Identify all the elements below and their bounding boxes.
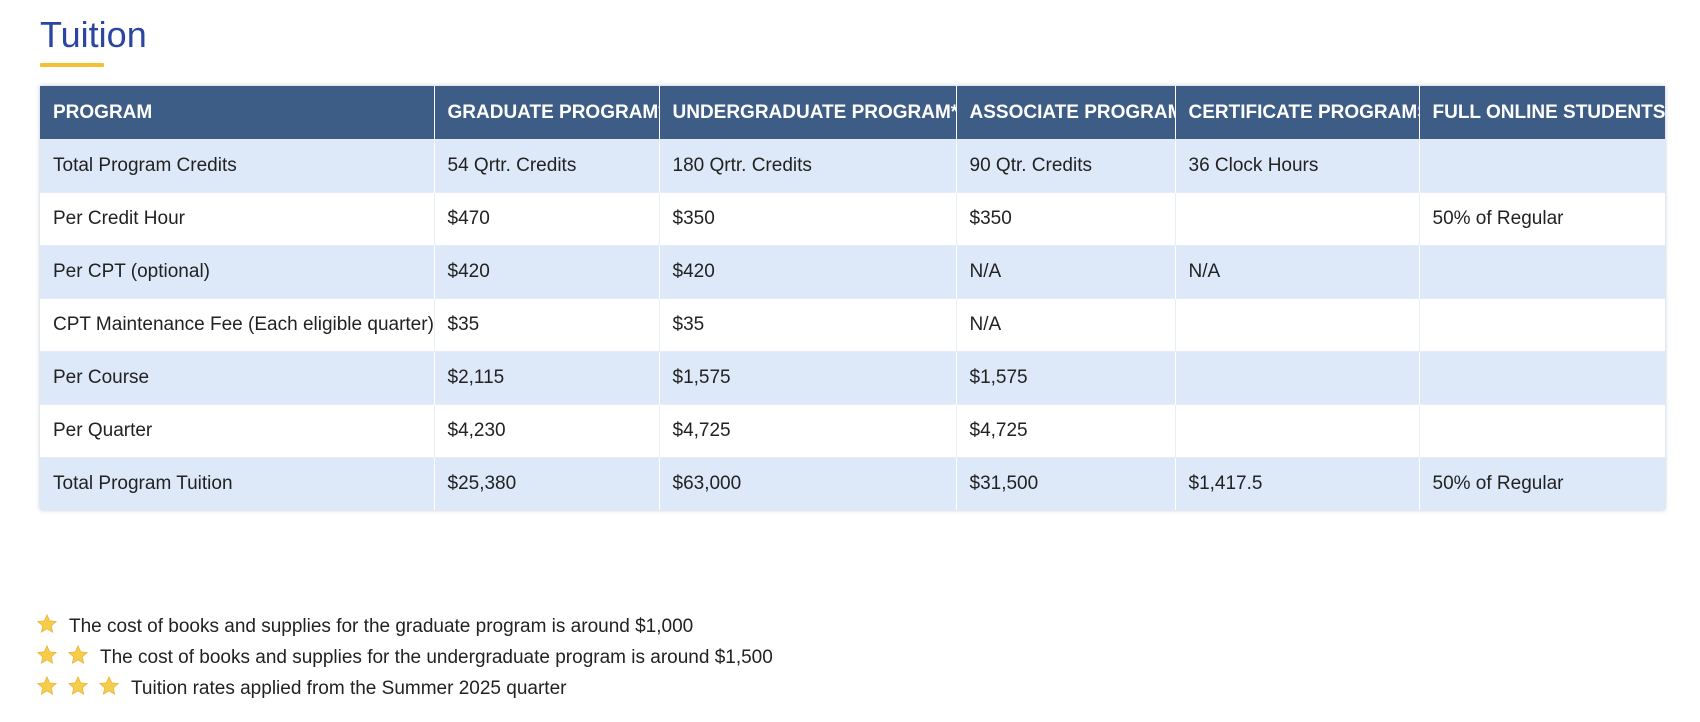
table-cell (1419, 139, 1665, 193)
table-cell (1419, 351, 1665, 405)
footnote-text: Tuition rates applied from the Summer 20… (131, 677, 567, 699)
table-cell: $4,230 (434, 404, 660, 458)
table-cell: 54 Qrtr. Credits (434, 139, 660, 193)
table-row: Total Program Tuition $25,380 $63,000 $3… (40, 457, 1665, 510)
table-cell: Per CPT (optional) (40, 245, 435, 299)
star-icon (67, 675, 89, 695)
table-row: Per Course $2,115 $1,575 $1,575 (40, 351, 1665, 405)
table-cell: Per Course (40, 351, 435, 405)
table-cell: $2,115 (434, 351, 660, 405)
table-cell: Per Credit Hour (40, 192, 435, 246)
table-cell: CPT Maintenance Fee (Each eligible quart… (40, 298, 435, 352)
table-cell: N/A (956, 298, 1176, 352)
table-cell: 50% of Regular (1419, 192, 1665, 246)
star-icon (98, 675, 120, 695)
table-cell: $31,500 (956, 457, 1176, 510)
table-cell: $350 (659, 192, 957, 246)
table-cell: 36 Clock Hours (1175, 139, 1420, 193)
table-cell: $4,725 (659, 404, 957, 458)
footnote-graduate-books: The cost of books and supplies for the g… (36, 611, 773, 642)
table-row: Per CPT (optional) $420 $420 N/A N/A (40, 245, 1665, 299)
table-cell: 180 Qrtr. Credits (659, 139, 957, 193)
header-graduate-program: GRADUATE PROGRAM* (434, 86, 660, 140)
header-associate-program: ASSOCIATE PROGRAM (956, 86, 1176, 140)
table-cell: 90 Qtr. Credits (956, 139, 1176, 193)
table-cell: Per Quarter (40, 404, 435, 458)
table-cell: $35 (659, 298, 957, 352)
table-cell: $420 (659, 245, 957, 299)
header-full-online-students: FULL ONLINE STUDENTS (1419, 86, 1665, 140)
footnote-tuition-rates: Tuition rates applied from the Summer 20… (36, 673, 773, 704)
star-icon (36, 644, 58, 664)
table-cell: $350 (956, 192, 1176, 246)
title-underline (40, 63, 104, 67)
table-cell (1175, 192, 1420, 246)
table-cell: $63,000 (659, 457, 957, 510)
table-cell (1175, 351, 1420, 405)
table-cell (1175, 404, 1420, 458)
table-cell: $1,575 (956, 351, 1176, 405)
star-rating (36, 613, 67, 641)
star-rating (36, 644, 98, 672)
table-row: Per Quarter $4,230 $4,725 $4,725 (40, 404, 1665, 458)
header-program: PROGRAM (40, 86, 435, 140)
table-cell: $25,380 (434, 457, 660, 510)
table-cell: $4,725 (956, 404, 1176, 458)
table-cell: $1,417.5 (1175, 457, 1420, 510)
table-cell: $420 (434, 245, 660, 299)
footnote-undergraduate-books: The cost of books and supplies for the u… (36, 642, 773, 673)
table-cell (1175, 298, 1420, 352)
table-cell (1419, 298, 1665, 352)
footnote-text: The cost of books and supplies for the u… (100, 646, 773, 668)
table-cell: N/A (956, 245, 1176, 299)
table-row: CPT Maintenance Fee (Each eligible quart… (40, 298, 1665, 352)
table-cell: 50% of Regular (1419, 457, 1665, 510)
table-row: Per Credit Hour $470 $350 $350 50% of Re… (40, 192, 1665, 246)
table-cell: $470 (434, 192, 660, 246)
table-cell: $1,575 (659, 351, 957, 405)
table-row: Total Program Credits 54 Qrtr. Credits 1… (40, 139, 1665, 193)
star-icon (36, 675, 58, 695)
star-icon (36, 613, 58, 633)
page-title: Tuition (40, 14, 147, 55)
table-cell (1419, 404, 1665, 458)
tuition-table-container: PROGRAM GRADUATE PROGRAM* UNDERGRADUATE … (40, 86, 1665, 510)
table-header-row: PROGRAM GRADUATE PROGRAM* UNDERGRADUATE … (40, 86, 1665, 140)
table-cell: $35 (434, 298, 660, 352)
table-cell: N/A (1175, 245, 1420, 299)
table-cell: Total Program Credits (40, 139, 435, 193)
star-rating (36, 675, 129, 703)
footnotes: The cost of books and supplies for the g… (36, 611, 773, 704)
table-cell: Total Program Tuition (40, 457, 435, 510)
header-undergraduate-program: UNDERGRADUATE PROGRAM** (659, 86, 957, 140)
footnote-text: The cost of books and supplies for the g… (69, 615, 694, 637)
table-cell (1419, 245, 1665, 299)
header-certificate-programs: CERTIFICATE PROGRAMS (1175, 86, 1420, 140)
tuition-table: PROGRAM GRADUATE PROGRAM* UNDERGRADUATE … (40, 86, 1665, 510)
star-icon (67, 644, 89, 664)
